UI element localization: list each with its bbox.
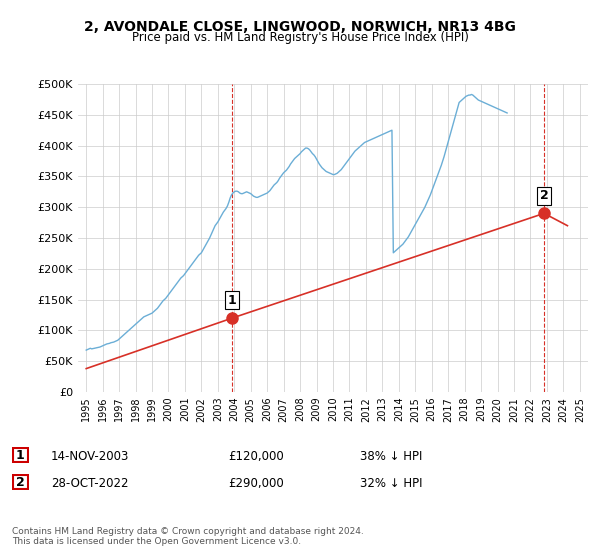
FancyBboxPatch shape — [13, 475, 28, 489]
Text: Price paid vs. HM Land Registry's House Price Index (HPI): Price paid vs. HM Land Registry's House … — [131, 31, 469, 44]
Text: 32% ↓ HPI: 32% ↓ HPI — [360, 477, 422, 490]
FancyBboxPatch shape — [13, 448, 28, 463]
Text: 14-NOV-2003: 14-NOV-2003 — [51, 450, 130, 463]
Text: £290,000: £290,000 — [228, 477, 284, 490]
Text: 1: 1 — [228, 294, 236, 307]
Text: 1: 1 — [16, 449, 25, 462]
Text: 28-OCT-2022: 28-OCT-2022 — [51, 477, 128, 490]
Text: 2: 2 — [539, 189, 548, 202]
Text: Contains HM Land Registry data © Crown copyright and database right 2024.
This d: Contains HM Land Registry data © Crown c… — [12, 526, 364, 546]
Text: £120,000: £120,000 — [228, 450, 284, 463]
Text: 38% ↓ HPI: 38% ↓ HPI — [360, 450, 422, 463]
Text: 2, AVONDALE CLOSE, LINGWOOD, NORWICH, NR13 4BG: 2, AVONDALE CLOSE, LINGWOOD, NORWICH, NR… — [84, 20, 516, 34]
Text: 2: 2 — [16, 475, 25, 489]
